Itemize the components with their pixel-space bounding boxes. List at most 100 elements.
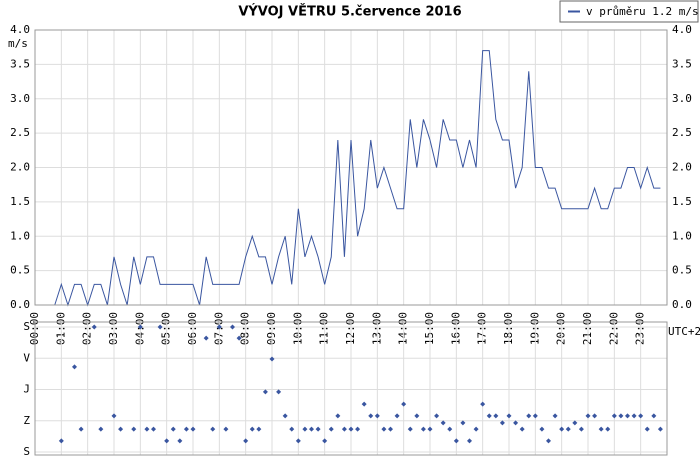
point (58, 438, 64, 444)
point (230, 324, 235, 330)
point (467, 438, 472, 444)
point (526, 413, 532, 419)
point (414, 413, 420, 419)
point (355, 426, 361, 432)
y-tick-label-right: 1.5 (672, 195, 692, 208)
point (131, 426, 137, 432)
y-tick-label: 1.0 (10, 229, 30, 242)
point (638, 413, 644, 419)
x-axis-label: UTC+2 (668, 325, 700, 338)
point (276, 389, 282, 395)
point (282, 413, 288, 419)
point (262, 389, 268, 395)
point (420, 426, 426, 432)
point (269, 356, 275, 362)
point (585, 413, 591, 419)
point (434, 413, 440, 419)
point (137, 324, 143, 330)
point (256, 426, 262, 432)
point (559, 426, 565, 432)
point (480, 401, 486, 407)
point (493, 413, 499, 419)
point (328, 426, 334, 432)
point (565, 426, 571, 432)
y-tick-label-right: 2.5 (672, 126, 692, 139)
point (91, 324, 97, 330)
point (460, 420, 466, 426)
point (183, 426, 189, 432)
point (657, 426, 663, 432)
point (440, 420, 446, 426)
y-tick-label-right: 2.0 (672, 161, 692, 174)
point (289, 426, 295, 432)
point (216, 324, 222, 330)
y-tick-label: J (23, 383, 30, 396)
point (144, 426, 150, 432)
point (453, 438, 459, 444)
point (368, 413, 374, 419)
y-tick-label-right: 3.5 (672, 57, 692, 70)
point (598, 426, 604, 432)
chart-title: VÝVOJ VĚTRU 5.července 2016 (238, 4, 461, 20)
y-tick-label: 4.0 (10, 23, 30, 36)
point (651, 413, 657, 419)
point (118, 426, 124, 432)
plot-frame (34, 321, 668, 456)
point (447, 426, 453, 432)
y-tick-label: 3.0 (10, 92, 30, 105)
point (592, 413, 598, 419)
point (374, 413, 380, 419)
y-tick-label: V (23, 351, 30, 364)
point (513, 420, 519, 426)
point (546, 438, 551, 444)
point (170, 426, 176, 432)
point (203, 335, 209, 341)
point (388, 426, 393, 432)
point (78, 426, 84, 432)
point (210, 426, 216, 432)
point (644, 426, 650, 432)
point (401, 401, 407, 407)
point (223, 426, 229, 432)
point (611, 413, 617, 419)
x-tick-label: 01:00 (54, 312, 67, 345)
point (98, 426, 104, 432)
point (572, 420, 578, 426)
y-tick-label: Z (23, 414, 30, 427)
legend-box (559, 0, 699, 23)
y-tick-label-right: 4.0 (672, 23, 692, 36)
y-tick-label: 0.5 (10, 264, 30, 277)
point (151, 426, 156, 432)
point (335, 413, 341, 419)
point (157, 324, 163, 330)
y-tick-label: 0.0 (10, 298, 30, 311)
point (578, 426, 584, 432)
y-tick-label-right: 3.0 (672, 92, 692, 105)
point (72, 364, 77, 370)
line (54, 50, 661, 307)
y-tick-label: S (23, 320, 30, 333)
point (407, 426, 413, 432)
point (164, 438, 170, 444)
y-tick-label: 3.5 (10, 57, 30, 70)
point (236, 335, 242, 341)
point (506, 413, 512, 419)
point (625, 413, 630, 419)
legend-label: v průměru 1.2 m/s (586, 5, 699, 18)
y-tick-label-right: 0.5 (672, 264, 692, 277)
y-tick-label: 2.5 (10, 126, 30, 139)
point (111, 413, 117, 419)
point (552, 413, 558, 419)
point (302, 426, 308, 432)
point (243, 438, 249, 444)
point (309, 426, 314, 432)
point (631, 413, 637, 419)
y-tick-label-right: 1.0 (672, 229, 692, 242)
point (519, 426, 525, 432)
point (381, 426, 387, 432)
y-tick-label: 2.0 (10, 161, 30, 174)
point (539, 426, 545, 432)
point (618, 413, 624, 419)
